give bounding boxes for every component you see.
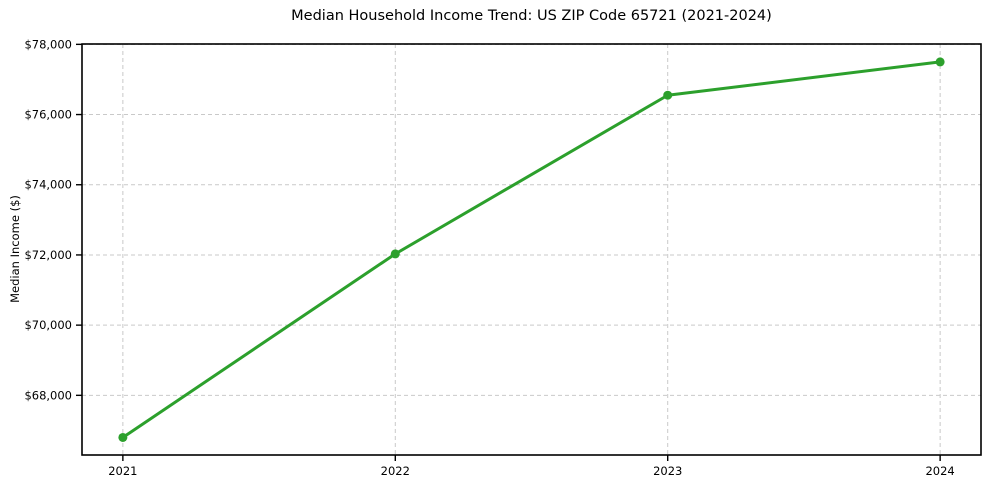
chart-title: Median Household Income Trend: US ZIP Co… [291,8,772,24]
data-point [663,90,673,100]
x-tick-label: 2023 [653,464,682,478]
plot-frame [81,43,982,456]
x-tick-label: 2024 [925,464,954,478]
y-tick-label: $72,000 [24,248,72,262]
y-tick-label: $76,000 [24,108,72,122]
y-tick-label: $74,000 [24,178,72,192]
data-point [390,249,400,259]
y-tick-label: $78,000 [24,37,72,51]
x-tick-label: 2022 [381,464,410,478]
y-tick-label: $68,000 [24,388,72,402]
data-point [118,432,128,442]
y-tick-label: $70,000 [24,318,72,332]
axis-ticks [76,43,941,461]
tick-labels: $68,000 $70,000 $72,000 $74,000 $76,000 $78,0… [24,37,954,478]
x-tick-label: 2021 [108,464,137,478]
data-points [118,57,945,442]
data-point [935,57,945,67]
series-line [121,60,942,439]
gridlines [82,43,981,455]
